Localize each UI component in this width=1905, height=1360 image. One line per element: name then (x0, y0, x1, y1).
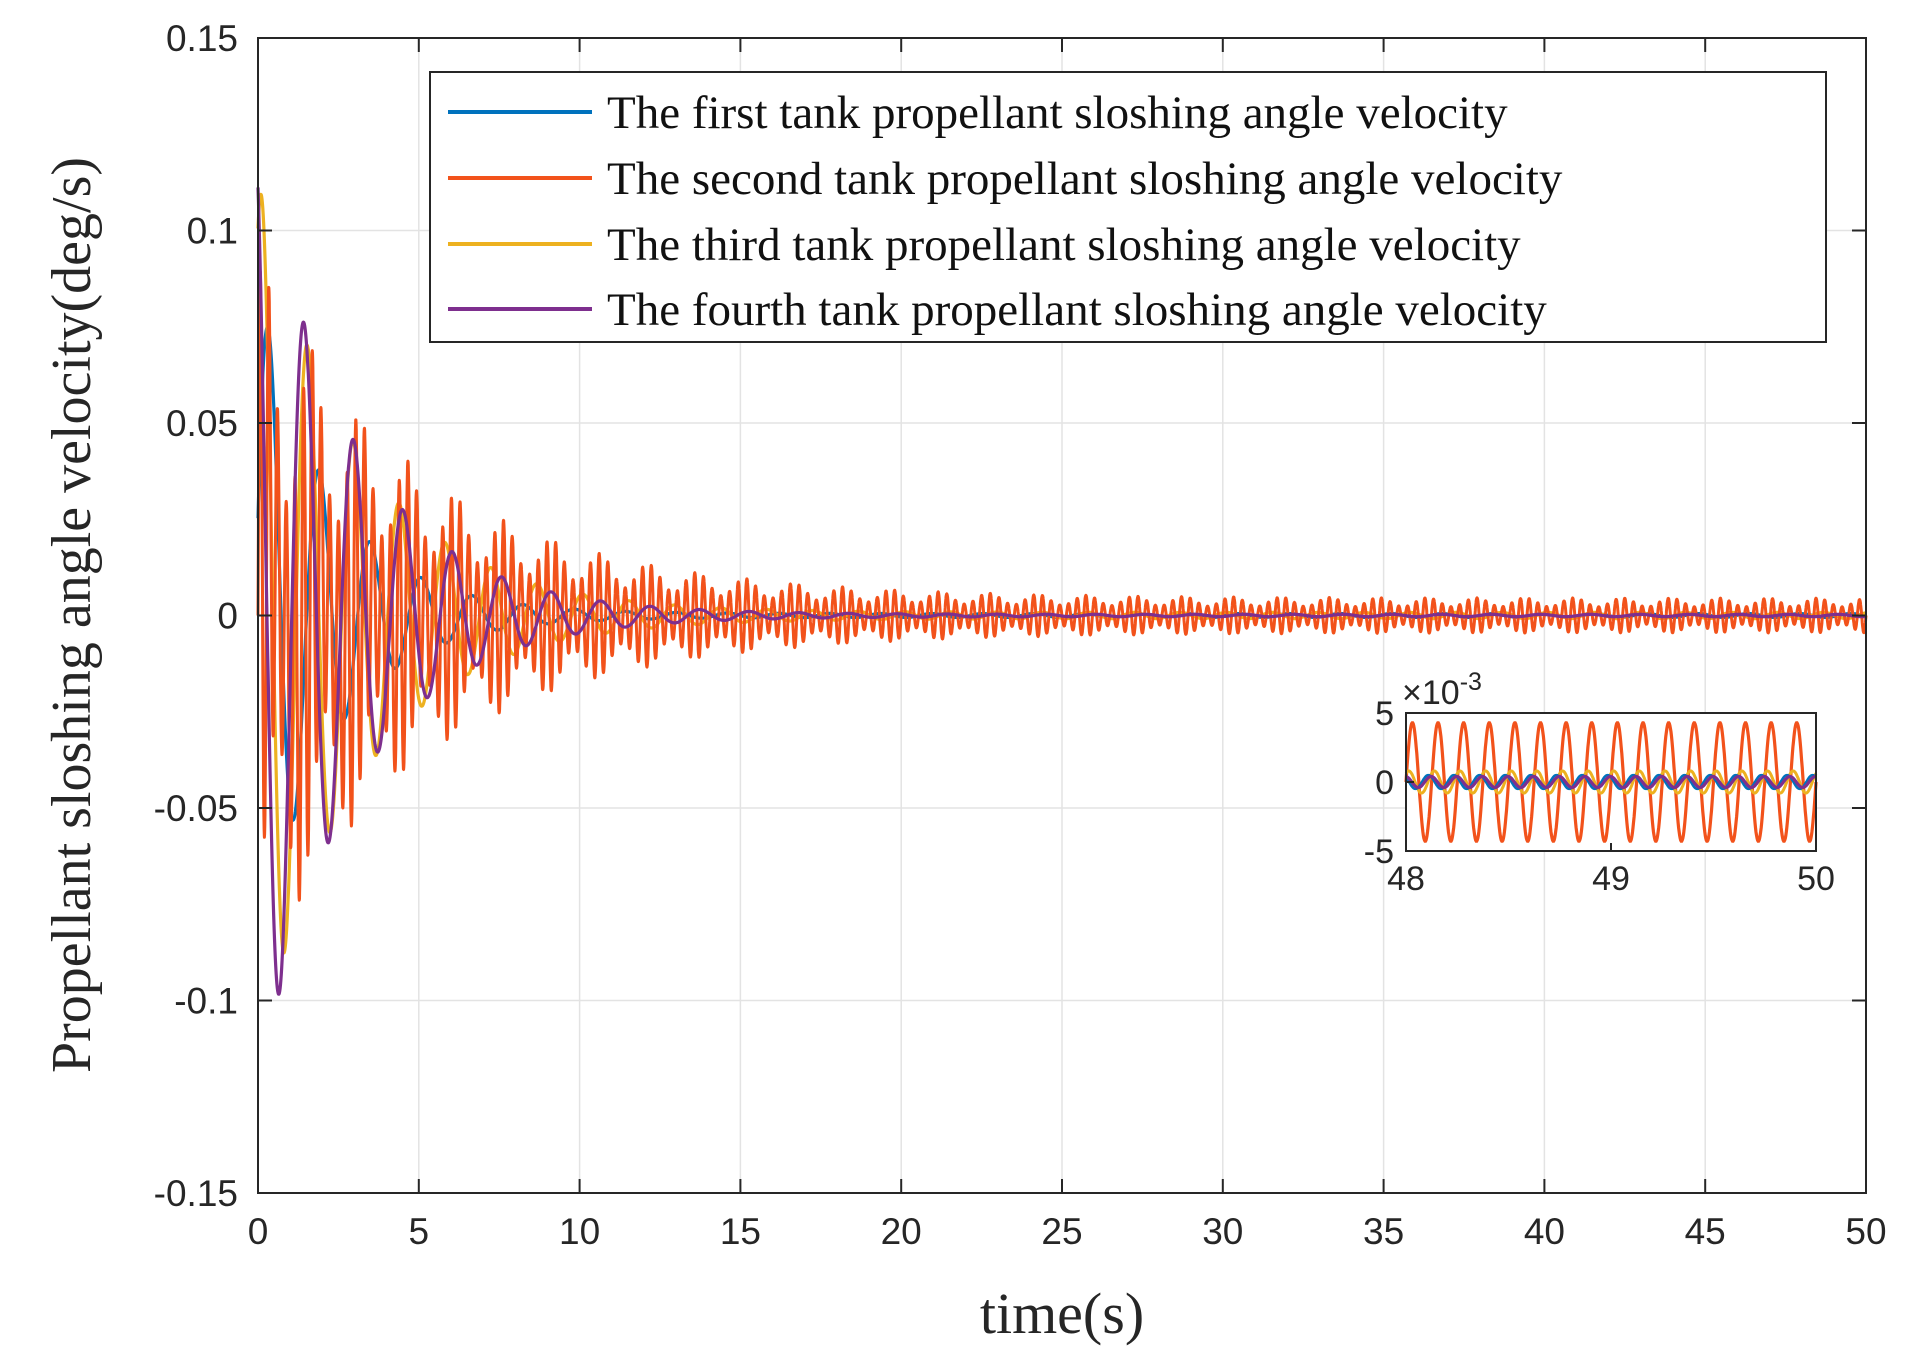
inset-x-tick-label: 49 (1592, 860, 1630, 898)
inset-series-line-3 (1404, 769, 1818, 795)
y-tick-label: 0.15 (166, 18, 238, 59)
inset-series-line-4 (1405, 774, 1816, 790)
inset-exponent: ×10-3 (1402, 668, 1482, 712)
y-tick-label: 0.05 (166, 403, 238, 444)
x-axis-label: time(s) (980, 1281, 1144, 1346)
y-tick-label: -0.15 (154, 1173, 238, 1214)
y-tick-label: 0.1 (187, 211, 238, 252)
legend-box (429, 71, 1827, 343)
legend-label-3: The third tank propellant sloshing angle… (607, 219, 1521, 271)
legend-label-2: The second tank propellant sloshing angl… (607, 153, 1563, 205)
x-tick-label: 25 (1041, 1211, 1082, 1252)
y-tick-label: 0 (217, 596, 238, 637)
inset-ticks: 48 49 50 -5 0 5 (1364, 695, 1835, 898)
legend: The first tank propellant sloshing angle… (429, 71, 1827, 343)
y-tick-label: -0.1 (174, 981, 238, 1022)
inset-y-tick-label: 0 (1375, 764, 1394, 802)
axis-ticks: 0 5 10 15 20 25 30 35 40 45 50-0.15-0.1-0.0500.050… (154, 18, 1887, 1252)
series-group (256, 187, 1868, 996)
x-tick-label: 20 (881, 1211, 922, 1252)
x-tick-label: 5 (409, 1211, 430, 1252)
legend-label-1: The first tank propellant sloshing angle… (607, 87, 1508, 139)
x-tick-label: 15 (720, 1211, 761, 1252)
legend-label-4: The fourth tank propellant sloshing angl… (607, 284, 1547, 336)
inset-series-line-2 (1404, 721, 1818, 843)
y-tick-label: -0.05 (154, 788, 238, 829)
y-axis-label: Propellant sloshing angle velocity(deg/s… (41, 157, 103, 1073)
x-tick-label: 50 (1845, 1211, 1886, 1252)
x-tick-label: 0 (248, 1211, 269, 1252)
inset-y-tick-label: 5 (1375, 695, 1394, 733)
x-tick-label: 35 (1363, 1211, 1404, 1252)
inset-series-group (1404, 721, 1818, 843)
x-tick-label: 10 (559, 1211, 600, 1252)
series-line-4 (256, 187, 1868, 996)
inset-exponent-power: -3 (1460, 668, 1482, 696)
x-tick-label: 45 (1685, 1211, 1726, 1252)
x-tick-label: 30 (1202, 1211, 1243, 1252)
inset-x-tick-label: 48 (1387, 860, 1425, 898)
inset-plot: 48 49 50 -5 0 5 ×10-3 (1364, 668, 1835, 898)
inset-x-tick-label: 50 (1797, 860, 1835, 898)
inset-exponent-base: ×10 (1402, 674, 1460, 712)
inset-y-tick-label: -5 (1364, 833, 1394, 871)
x-tick-label: 40 (1524, 1211, 1565, 1252)
